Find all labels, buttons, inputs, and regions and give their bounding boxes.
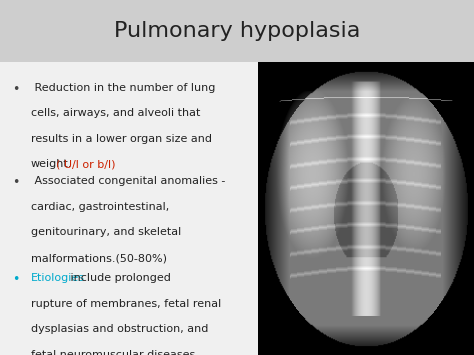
FancyBboxPatch shape	[0, 0, 474, 62]
Text: •: •	[12, 176, 19, 189]
Text: dysplasias and obstruction, and: dysplasias and obstruction, and	[31, 324, 208, 334]
Text: genitourinary, and skeletal: genitourinary, and skeletal	[31, 228, 181, 237]
Text: rupture of membranes, fetal renal: rupture of membranes, fetal renal	[31, 299, 221, 308]
Text: •: •	[12, 273, 19, 286]
Text: results in a lower organ size and: results in a lower organ size and	[31, 134, 212, 144]
Text: Reduction in the number of lung: Reduction in the number of lung	[31, 83, 215, 93]
Text: cardiac, gastrointestinal,: cardiac, gastrointestinal,	[31, 202, 169, 212]
Text: ( U/l or b/l): ( U/l or b/l)	[56, 159, 116, 169]
Text: weight.: weight.	[31, 159, 72, 169]
Text: Associated congenital anomalies -: Associated congenital anomalies -	[31, 176, 225, 186]
Text: malformations.(50-80%): malformations.(50-80%)	[31, 253, 167, 263]
Text: Pulmonary hypoplasia: Pulmonary hypoplasia	[114, 21, 360, 41]
Text: •: •	[12, 83, 19, 95]
Text: fetal neuromuscular diseases.: fetal neuromuscular diseases.	[31, 350, 199, 355]
Text: cells, airways, and alveoli that: cells, airways, and alveoli that	[31, 108, 200, 118]
Text: include prolonged: include prolonged	[67, 273, 171, 283]
Text: Etiologies: Etiologies	[31, 273, 85, 283]
